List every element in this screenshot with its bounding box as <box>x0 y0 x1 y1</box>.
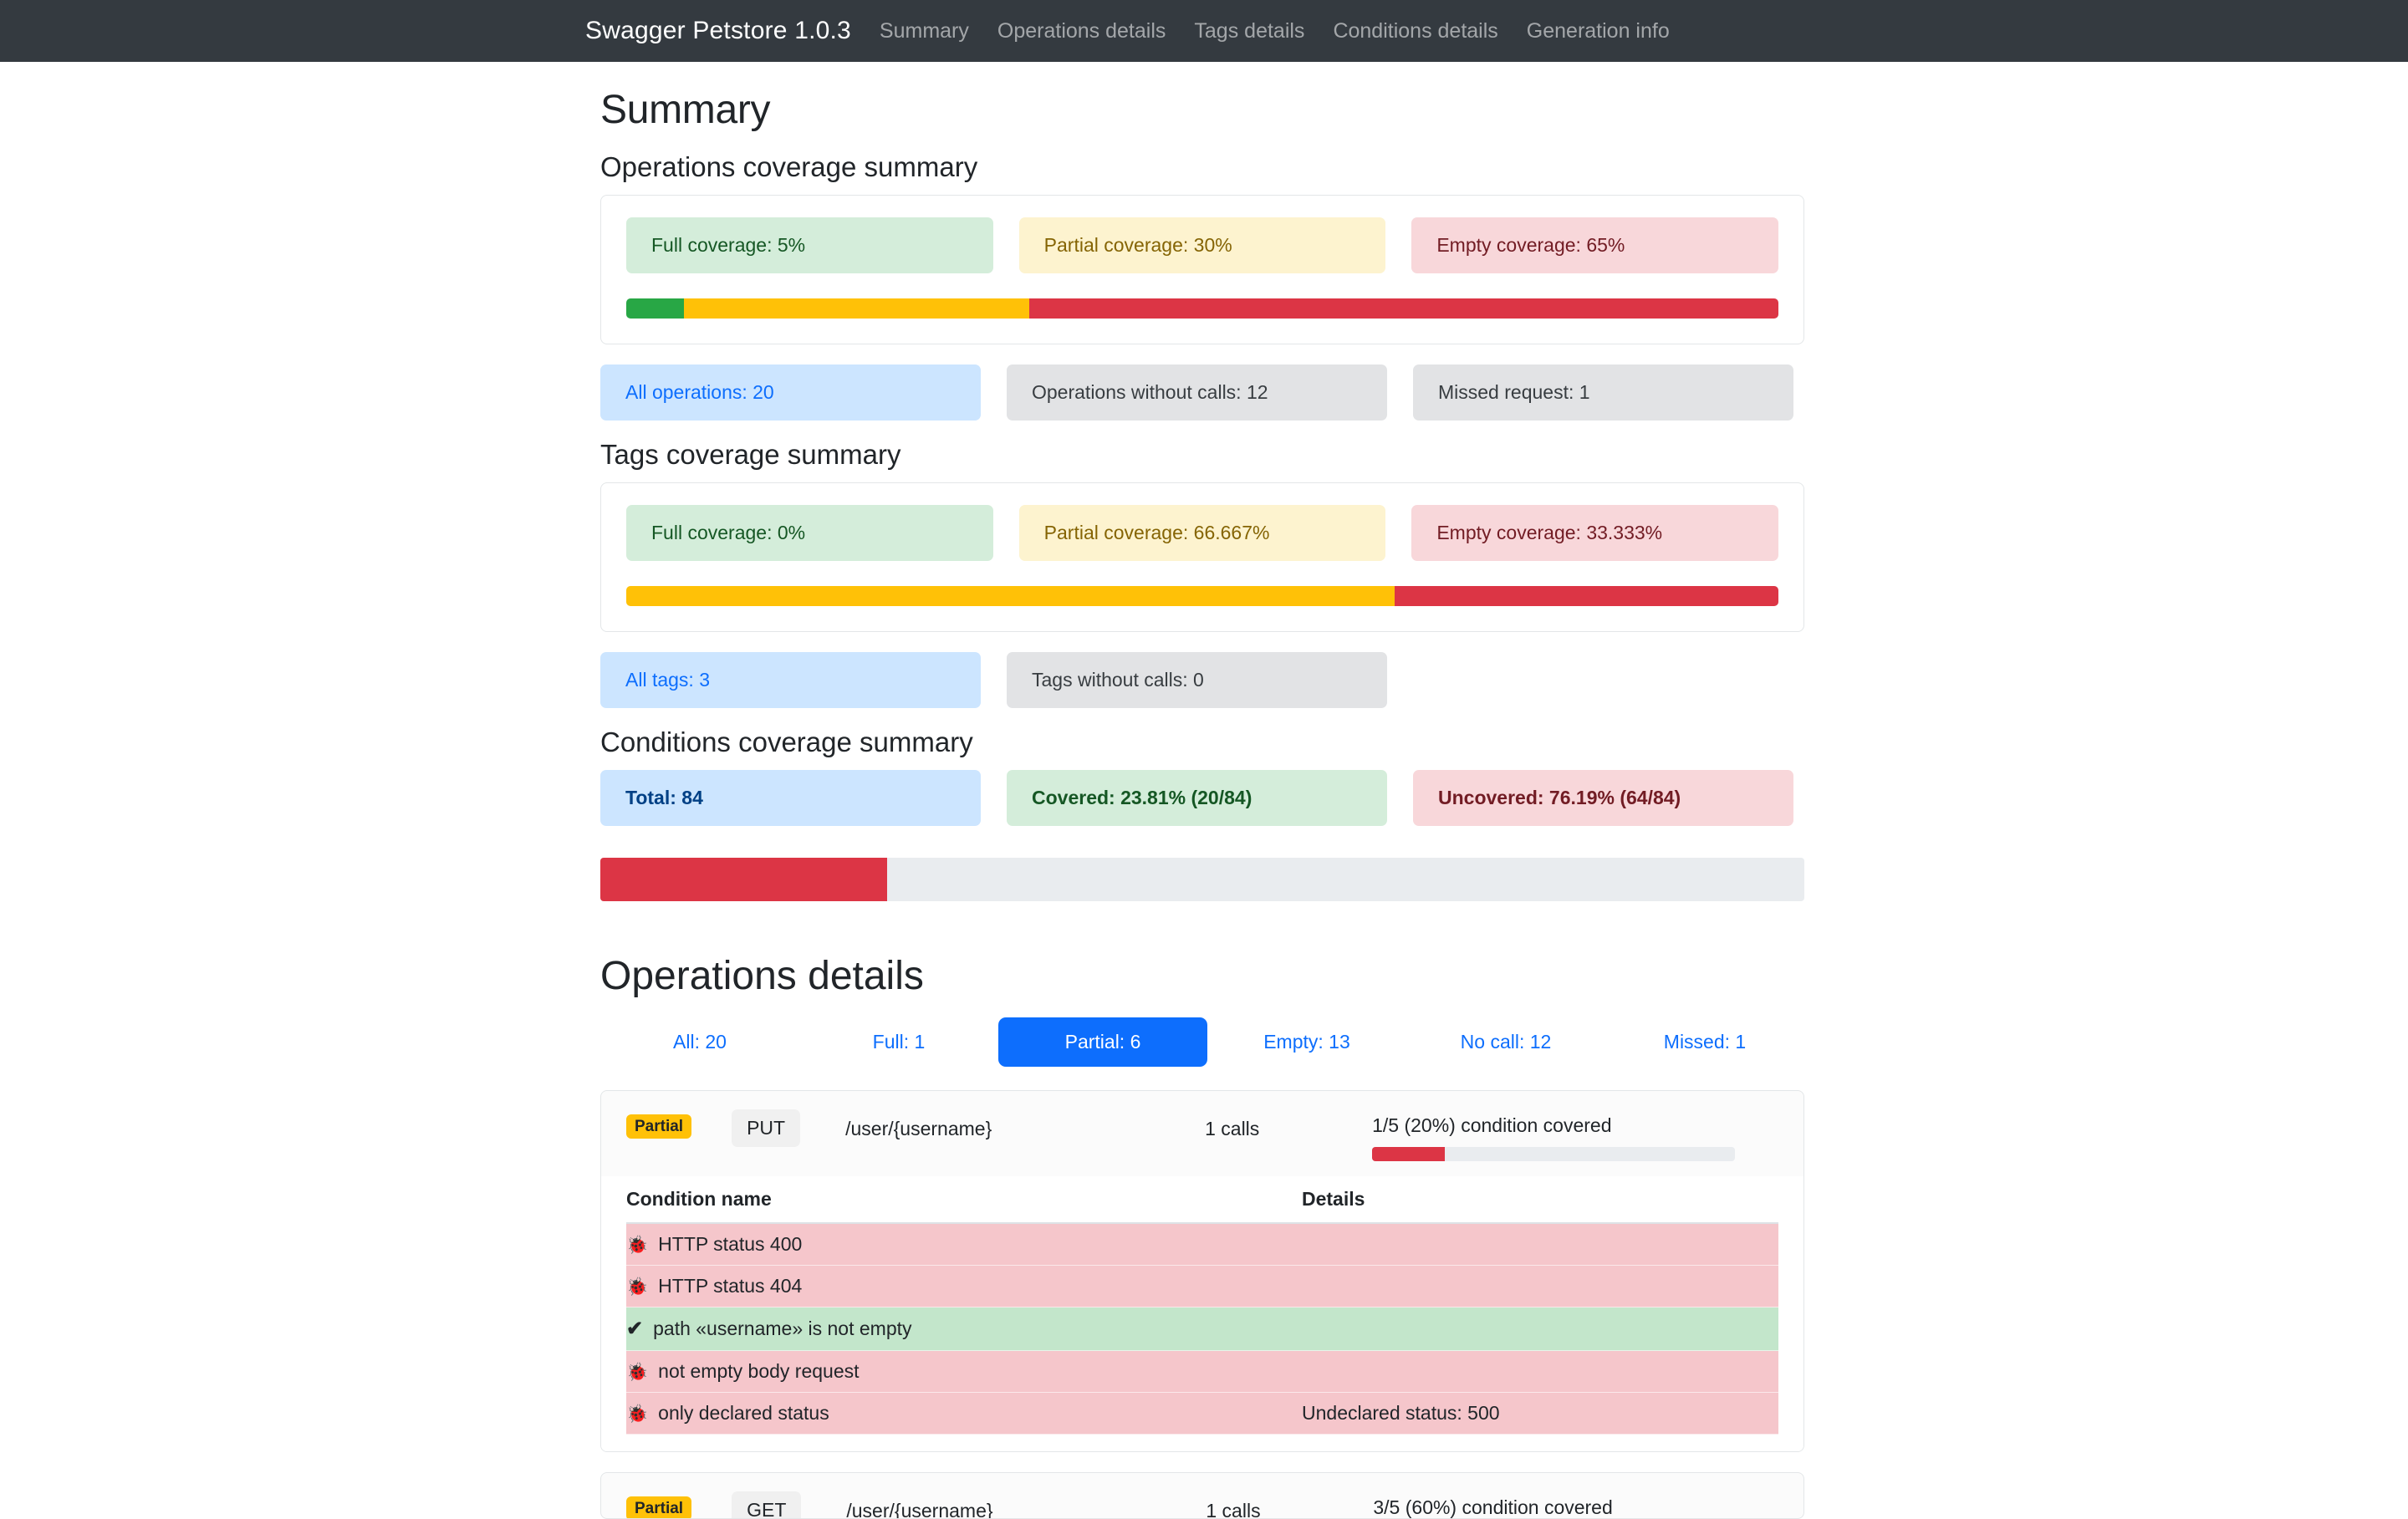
operation-coverage-text: 1/5 (20%) condition covered <box>1372 1114 1612 1136</box>
top-navbar: Swagger Petstore 1.0.3 Summary Operation… <box>0 0 2408 62</box>
conditions-coverage-heading: Conditions coverage summary <box>600 726 973 757</box>
condition-details-cell <box>1302 1350 1778 1393</box>
operations-coverage-heading: Operations coverage summary <box>600 151 978 182</box>
operation-coverage: 3/5 (60%) condition covered <box>1373 1496 1778 1518</box>
conditions-table: Condition name Details 🐞 HTTP status 400 … <box>626 1176 1778 1435</box>
operation-coverage-bar <box>1372 1147 1736 1161</box>
nav-link-tags-details[interactable]: Tags details <box>1194 18 1305 43</box>
operation-header[interactable]: Partial PUT /user/{username} 1 calls 1/5… <box>601 1091 1803 1176</box>
bug-icon: 🐞 <box>626 1236 649 1255</box>
table-row: 🐞 not empty body request <box>626 1350 1778 1393</box>
filter-tab-full[interactable]: Full: 1 <box>872 1031 926 1053</box>
operations-coverage-card: Full coverage: 5% Partial coverage: 30% … <box>600 195 1804 344</box>
missed-request-stat: Missed request: 1 <box>1413 364 1793 421</box>
condition-name-text: HTTP status 404 <box>658 1275 803 1297</box>
operation-path: /user/{username} <box>845 1118 992 1139</box>
condition-name-cell: 🐞 HTTP status 404 <box>626 1265 1302 1307</box>
bug-icon: 🐞 <box>626 1363 649 1382</box>
nav-link-generation-info[interactable]: Generation info <box>1526 18 1670 43</box>
operation-coverage-text: 3/5 (60%) condition covered <box>1373 1496 1613 1518</box>
operations-empty-coverage-stat: Empty coverage: 65% <box>1411 217 1779 273</box>
tags-coverage-card: Full coverage: 0% Partial coverage: 66.6… <box>600 482 1804 632</box>
conditions-table-header-row: Condition name Details <box>626 1176 1778 1224</box>
condition-details-cell <box>1302 1265 1778 1307</box>
tags-bar-segment-partial <box>626 586 1395 606</box>
bug-icon: 🐞 <box>626 1277 649 1297</box>
tags-partial-coverage-stat: Partial coverage: 66.667% <box>1018 505 1386 561</box>
operations-without-calls-stat: Operations without calls: 12 <box>1007 364 1387 421</box>
app-brand-title: Swagger Petstore 1.0.3 <box>585 17 851 44</box>
conditions-table-wrapper: Condition name Details 🐞 HTTP status 400 … <box>601 1176 1803 1451</box>
nav-link-summary[interactable]: Summary <box>879 18 969 43</box>
page-content: Summary Operations coverage summary Full… <box>0 87 2408 1519</box>
http-method-badge: GET <box>732 1491 802 1518</box>
tags-empty-coverage-stat: Empty coverage: 33.333% <box>1411 505 1779 561</box>
status-badge: Partial <box>626 1114 692 1139</box>
filter-tab-empty[interactable]: Empty: 13 <box>1263 1031 1350 1053</box>
operation-calls-count: 1 calls <box>1205 1118 1260 1139</box>
bar-segment-empty <box>1029 298 1778 319</box>
operation-coverage: 1/5 (20%) condition covered <box>1372 1114 1778 1161</box>
tags-bar-segment-empty <box>1394 586 1778 606</box>
operations-full-coverage-stat: Full coverage: 5% <box>626 217 993 273</box>
tags-coverage-stats: Full coverage: 0% Partial coverage: 66.6… <box>626 505 1779 561</box>
page-title: Summary <box>600 88 771 132</box>
tags-counts-row: All tags: 3 Tags without calls: 0 <box>600 652 1804 708</box>
tags-coverage-heading: Tags coverage summary <box>600 439 901 470</box>
conditions-bar-segment-covered <box>600 858 887 901</box>
filter-tab-no-call[interactable]: No call: 12 <box>1460 1031 1552 1053</box>
all-operations-stat[interactable]: All operations: 20 <box>600 364 981 421</box>
nav-links: Summary Operations details Tags details … <box>880 19 1670 43</box>
bar-segment-partial <box>683 298 1030 319</box>
operation-coverage-fill <box>1372 1147 1445 1161</box>
condition-name-cell: 🐞 only declared status <box>626 1392 1302 1435</box>
conditions-coverage-stats: Total: 84 Covered: 23.81% (20/84) Uncove… <box>600 770 1804 826</box>
operation-path: /user/{username} <box>846 1500 993 1519</box>
tags-without-calls-stat: Tags without calls: 0 <box>1007 652 1387 708</box>
check-icon: ✔ <box>626 1318 644 1340</box>
operations-coverage-stats: Full coverage: 5% Partial coverage: 30% … <box>626 217 1779 273</box>
tags-coverage-bar <box>626 586 1778 606</box>
table-row: 🐞 HTTP status 404 <box>626 1265 1778 1307</box>
conditions-total-stat: Total: 84 <box>600 770 981 826</box>
table-row: ✔ path «username» is not empty <box>626 1307 1778 1351</box>
all-tags-stat[interactable]: All tags: 3 <box>600 652 981 708</box>
table-row: 🐞 only declared status Undeclared status:… <box>626 1392 1778 1435</box>
bar-segment-full <box>626 298 684 319</box>
operation-block[interactable]: Partial GET /user/{username} 1 calls 3/5… <box>600 1472 1804 1519</box>
condition-name-text: not empty body request <box>658 1360 860 1382</box>
condition-details-cell: Undeclared status: 500 <box>1302 1392 1778 1435</box>
operations-details-title: Operations details <box>600 954 924 998</box>
column-header-details: Details <box>1302 1176 1778 1224</box>
nav-link-conditions-details[interactable]: Conditions details <box>1333 18 1498 43</box>
operations-counts-row: All operations: 20 Operations without ca… <box>600 364 1804 421</box>
filter-tab-partial[interactable]: Partial: 6 <box>998 1017 1207 1067</box>
nav-link-operations-details[interactable]: Operations details <box>997 18 1166 43</box>
condition-name-cell: 🐞 HTTP status 400 <box>626 1223 1302 1266</box>
filter-tab-all[interactable]: All: 20 <box>673 1031 727 1053</box>
condition-name-cell: 🐞 not empty body request <box>626 1350 1302 1393</box>
operations-partial-coverage-stat: Partial coverage: 30% <box>1018 217 1386 273</box>
condition-name-text: only declared status <box>658 1402 829 1424</box>
status-badge: Partial <box>626 1496 692 1518</box>
operations-filter-tabs: All: 20 Full: 1 Partial: 6 Empty: 13 No … <box>600 1017 1804 1067</box>
bug-icon: 🐞 <box>626 1404 649 1424</box>
operation-calls-count: 1 calls <box>1206 1500 1261 1519</box>
condition-name-cell: ✔ path «username» is not empty <box>626 1307 1302 1351</box>
condition-details-cell <box>1302 1223 1778 1266</box>
column-header-condition-name: Condition name <box>626 1176 1302 1224</box>
operations-coverage-bar <box>626 298 1778 319</box>
operation-block[interactable]: Partial PUT /user/{username} 1 calls 1/5… <box>600 1090 1804 1452</box>
conditions-coverage-bar <box>600 858 1804 901</box>
condition-name-text: path «username» is not empty <box>653 1318 912 1339</box>
tags-full-coverage-stat: Full coverage: 0% <box>626 505 993 561</box>
conditions-covered-stat: Covered: 23.81% (20/84) <box>1007 770 1387 826</box>
filter-tab-missed[interactable]: Missed: 1 <box>1663 1031 1747 1053</box>
condition-name-text: HTTP status 400 <box>658 1233 803 1255</box>
conditions-uncovered-stat: Uncovered: 76.19% (64/84) <box>1413 770 1793 826</box>
operation-header[interactable]: Partial GET /user/{username} 1 calls 3/5… <box>601 1473 1803 1519</box>
condition-details-cell <box>1302 1307 1778 1351</box>
table-row: 🐞 HTTP status 400 <box>626 1223 1778 1266</box>
http-method-badge: PUT <box>732 1109 801 1147</box>
